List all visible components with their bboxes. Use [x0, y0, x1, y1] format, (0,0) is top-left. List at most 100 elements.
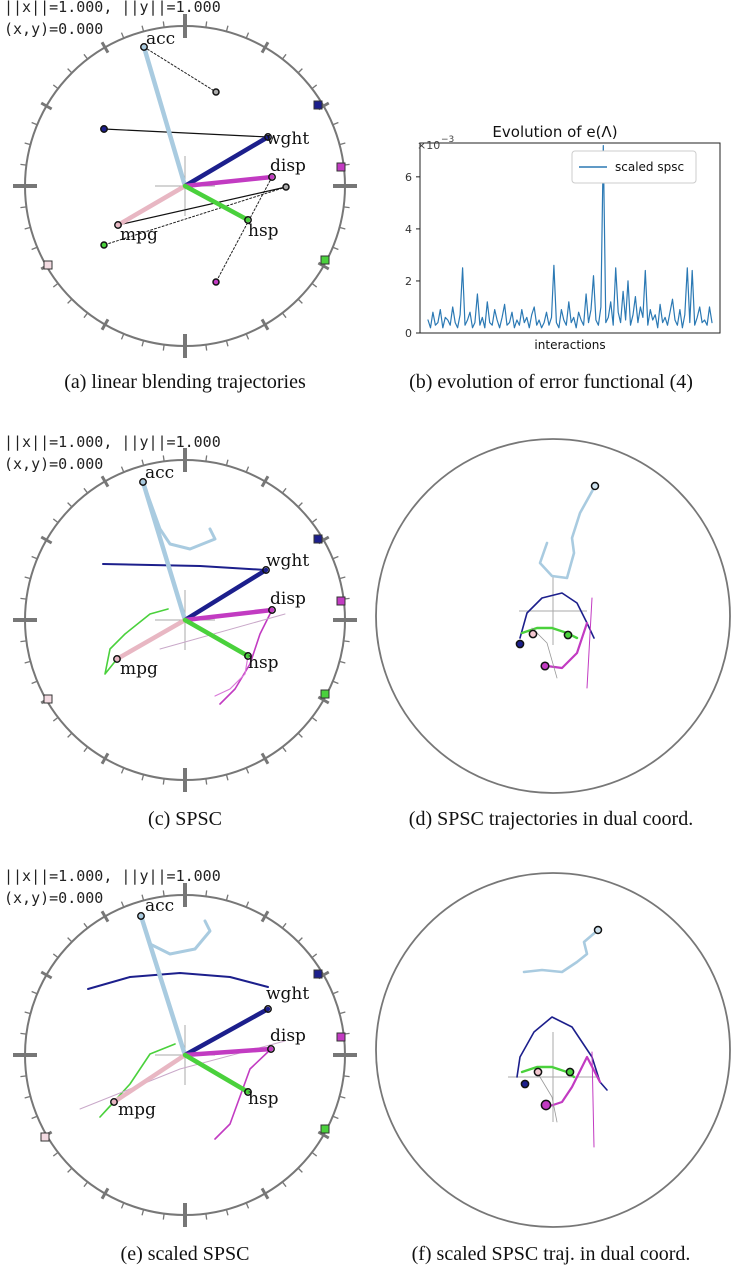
- ring-tick: [260, 910, 270, 923]
- series-line-scaled-spsc: [427, 145, 713, 329]
- origin-readout: (x,y)=0.000: [4, 20, 104, 38]
- trajectory-mpg: [99, 1043, 176, 1118]
- axis-end-disp: [268, 173, 276, 181]
- axis-end-wght: [262, 566, 270, 574]
- ring-tick: [83, 922, 89, 929]
- ring-tick: [245, 333, 250, 340]
- ring-marker-hsp: [320, 255, 330, 265]
- origin-readout: (x,y)=0.000: [4, 889, 104, 907]
- ring-tick: [205, 1213, 208, 1220]
- ring-tick: [297, 937, 303, 943]
- axis-hsp: [182, 183, 251, 223]
- ring-tick: [225, 25, 229, 32]
- ring-tick: [297, 732, 303, 738]
- dual-trajectory-disp-tail: [586, 597, 593, 689]
- ring-tick: [339, 660, 346, 664]
- ring-tick: [205, 778, 208, 785]
- ring-tick: [67, 298, 73, 304]
- ring-marker-wght: [313, 969, 323, 979]
- ring-tick: [20, 163, 27, 166]
- ring-marker-hsp: [320, 1124, 330, 1134]
- dual-trajectory-wght: [516, 1016, 608, 1091]
- axis-end-wght: [264, 1005, 272, 1013]
- ring-tick: [225, 894, 229, 901]
- ring-tick: [100, 475, 110, 488]
- ring-tick: [225, 459, 229, 466]
- ring-tick: [67, 68, 73, 74]
- ring-tick: [205, 890, 208, 897]
- ring-tick: [141, 459, 145, 466]
- ring-tick: [245, 1202, 250, 1209]
- label-wght: wght: [266, 551, 309, 571]
- axis-disp: [182, 174, 275, 189]
- trajectory: [117, 186, 287, 226]
- label-wght: wght: [266, 129, 309, 149]
- ring-tick: [311, 716, 318, 722]
- trajectory-end: [282, 183, 290, 191]
- scale-exponent: −3: [441, 135, 454, 145]
- dual-trajectory-acc: [522, 928, 600, 974]
- dual-trajectory-acc: [538, 484, 597, 580]
- scale-note: ×10: [417, 139, 440, 152]
- label-disp: disp: [270, 156, 306, 176]
- ring-tick: [281, 1181, 287, 1188]
- ring-tick: [343, 206, 350, 209]
- trajectory-end: [212, 278, 220, 286]
- ring-tick: [332, 246, 339, 251]
- ring-tick: [120, 901, 125, 908]
- ring-tick: [141, 340, 145, 347]
- ring-tick: [67, 732, 73, 738]
- ring-tick: [162, 21, 165, 28]
- ring-tick: [162, 778, 165, 785]
- ring-tick: [100, 318, 110, 331]
- axis-end-mpg: [110, 1098, 118, 1106]
- ring-tick: [83, 1181, 89, 1188]
- ring-tick: [24, 1095, 31, 1099]
- ring-tick: [120, 32, 125, 39]
- label-mpg: mpg: [120, 225, 158, 245]
- ring-tick: [83, 53, 89, 60]
- ring-tick: [20, 1075, 27, 1078]
- ring-tick: [245, 901, 250, 908]
- ring-tick: [332, 1115, 339, 1120]
- axis-acc: [138, 913, 188, 1058]
- label-acc: acc: [146, 29, 175, 49]
- linear-blending-plot: acc wght disp mpg hsp: [13, 14, 357, 358]
- label-acc: acc: [145, 463, 174, 483]
- ring-tick: [20, 597, 27, 600]
- ring-tick: [162, 455, 165, 462]
- dual-dot-acc: [590, 481, 600, 491]
- axis-end-disp: [267, 1045, 275, 1053]
- ring-tick: [311, 518, 318, 524]
- ring-marker-wght: [313, 534, 323, 544]
- ring-tick: [31, 555, 38, 560]
- ring-tick: [332, 121, 339, 126]
- ring-tick: [100, 41, 110, 54]
- ring-tick: [24, 142, 31, 146]
- trajectory-mpg: [104, 608, 169, 675]
- dual-ring: [375, 872, 731, 1228]
- axis-mpg: [111, 1052, 188, 1105]
- trajectory-disp: [214, 1048, 272, 1140]
- caption-c: (c) SPSC: [148, 808, 222, 830]
- ring-tick: [162, 890, 165, 897]
- ring-tick: [339, 1095, 346, 1099]
- legend-box: [571, 150, 697, 184]
- y-tick-label: 4: [405, 223, 412, 236]
- ring-tick: [297, 1167, 303, 1173]
- dual-dot-wght: [520, 1079, 530, 1089]
- axis-end-hsp: [244, 652, 252, 660]
- norms-readout: ||x||=1.000, ||y||=1.000: [4, 867, 221, 885]
- ring-tick: [162, 344, 165, 351]
- ring-marker-disp: [336, 1032, 346, 1042]
- dual-dot-disp: [540, 1099, 552, 1111]
- axis-disp: [182, 607, 275, 623]
- ring-tick: [245, 32, 250, 39]
- axis-mpg: [115, 183, 188, 228]
- axis-wght: [182, 134, 271, 189]
- ring-tick: [260, 41, 270, 54]
- axis-end-acc: [140, 43, 148, 51]
- dual-trajectory-mpg: [536, 1071, 558, 1123]
- ring-tick: [317, 1130, 330, 1140]
- ring-tick: [225, 1209, 229, 1216]
